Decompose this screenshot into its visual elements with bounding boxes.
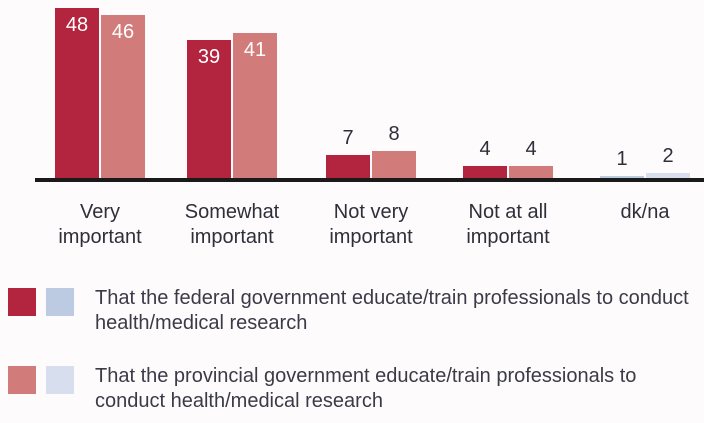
bar (233, 33, 277, 180)
legend-swatch (8, 366, 36, 394)
value-label: 39 (197, 46, 221, 69)
x-tick-label: Not at all important (466, 201, 550, 248)
value-label: 4 (525, 137, 537, 160)
legend-swatch (8, 288, 36, 316)
value-label: 7 (342, 126, 354, 149)
legend-label: That the provincial government educate/t… (95, 365, 637, 412)
bar (372, 151, 416, 180)
x-tick-label: Very important (58, 201, 142, 248)
value-label: 4 (479, 137, 491, 160)
value-label: 41 (243, 39, 267, 62)
bar (326, 154, 370, 180)
value-label: 8 (388, 123, 400, 146)
legend-label: That the federal government educate/trai… (95, 287, 689, 334)
value-label: 48 (65, 14, 89, 36)
bar (187, 40, 231, 180)
bar (55, 8, 99, 180)
x-tick-label: Somewhat important (184, 201, 280, 248)
value-label: 2 (662, 144, 674, 167)
bar (509, 165, 553, 180)
bar (101, 15, 145, 180)
legend-swatch (46, 366, 74, 394)
x-tick-label: dk/na (620, 201, 670, 223)
bar (463, 165, 507, 180)
x-tick-label: Not very important (329, 201, 413, 248)
legend-swatch (46, 288, 74, 316)
value-label: 46 (111, 21, 135, 44)
value-label: 1 (616, 148, 628, 171)
bar (646, 172, 690, 180)
baseline (35, 178, 704, 182)
